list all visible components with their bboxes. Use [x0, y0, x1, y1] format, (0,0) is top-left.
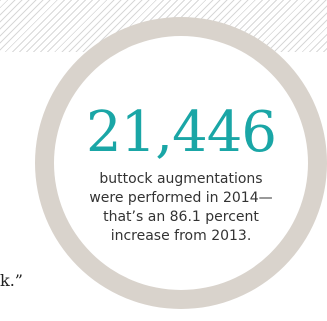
stat-caption-line-2: were performed in 2014— [89, 190, 273, 206]
stat-number: 21,446 [86, 100, 277, 165]
stat-caption-line-1: buttock augmentations [99, 171, 263, 187]
stat-caption-line-4: increase from 2013. [110, 228, 252, 244]
stat-caption-line-3: that’s an 86.1 percent [103, 209, 259, 225]
truncated-quote-text: k.” [0, 271, 23, 290]
stat-circle [54, 36, 308, 290]
stat-caption: buttock augmentations were performed in … [54, 170, 308, 246]
